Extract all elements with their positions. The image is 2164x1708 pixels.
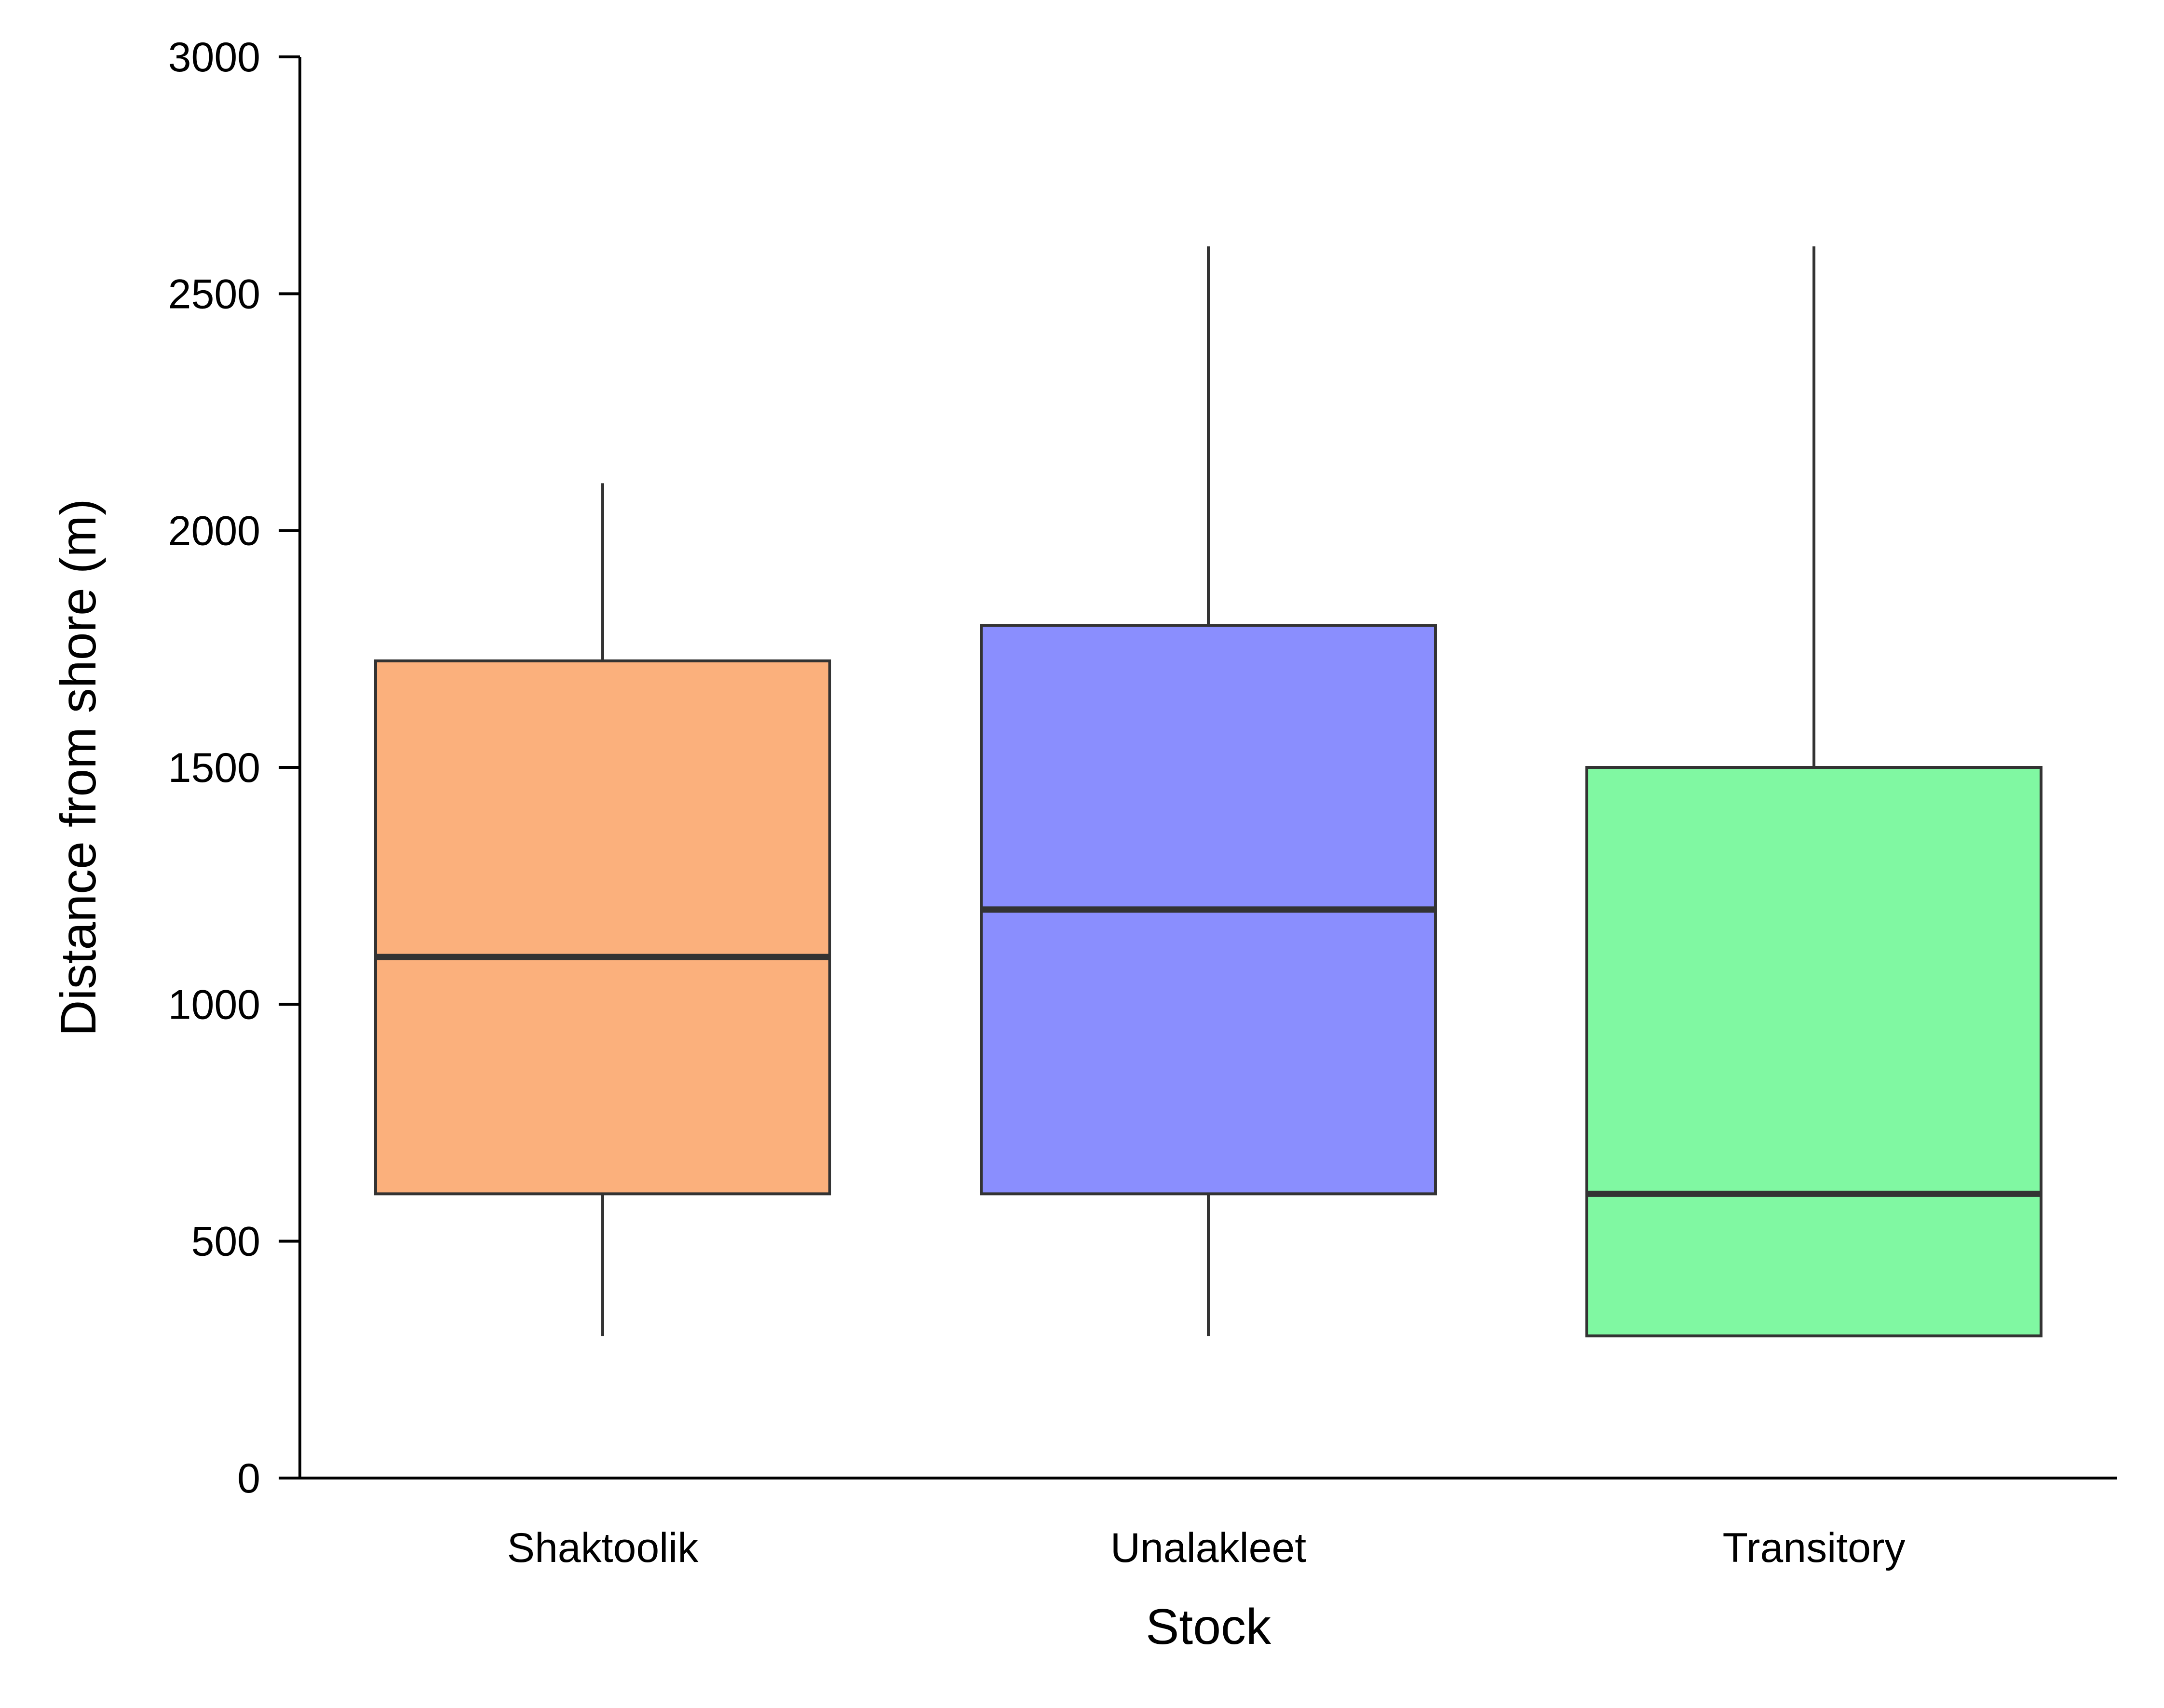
iqr-box (1585, 766, 2042, 1338)
y-tick-label: 2000 (168, 508, 260, 554)
x-axis-title: Stock (1146, 1599, 1271, 1655)
y-tick-label: 3000 (168, 34, 260, 81)
box-transitory (1585, 246, 2042, 1338)
x-axis-ticks: Shaktoolik Unalakleet Transitory (507, 1525, 1906, 1571)
y-tick-label: 0 (237, 1455, 260, 1502)
box-shaktoolik (374, 483, 831, 1336)
y-axis-title: Distance from shore (m) (51, 498, 107, 1036)
boxes (374, 246, 2042, 1338)
x-tick-label: Unalakleet (1110, 1525, 1306, 1571)
box-unalakleet (980, 246, 1437, 1336)
y-axis-ticks: 0 500 1000 1500 2000 2500 3000 (168, 34, 300, 1502)
x-tick-label: Shaktoolik (507, 1525, 699, 1571)
x-tick-label: Transitory (1722, 1525, 1905, 1571)
iqr-box (374, 659, 831, 1196)
y-tick-label: 2500 (168, 271, 260, 317)
y-tick-label: 1000 (168, 982, 260, 1028)
y-tick-label: 1500 (168, 745, 260, 791)
y-tick-label: 500 (191, 1219, 261, 1265)
